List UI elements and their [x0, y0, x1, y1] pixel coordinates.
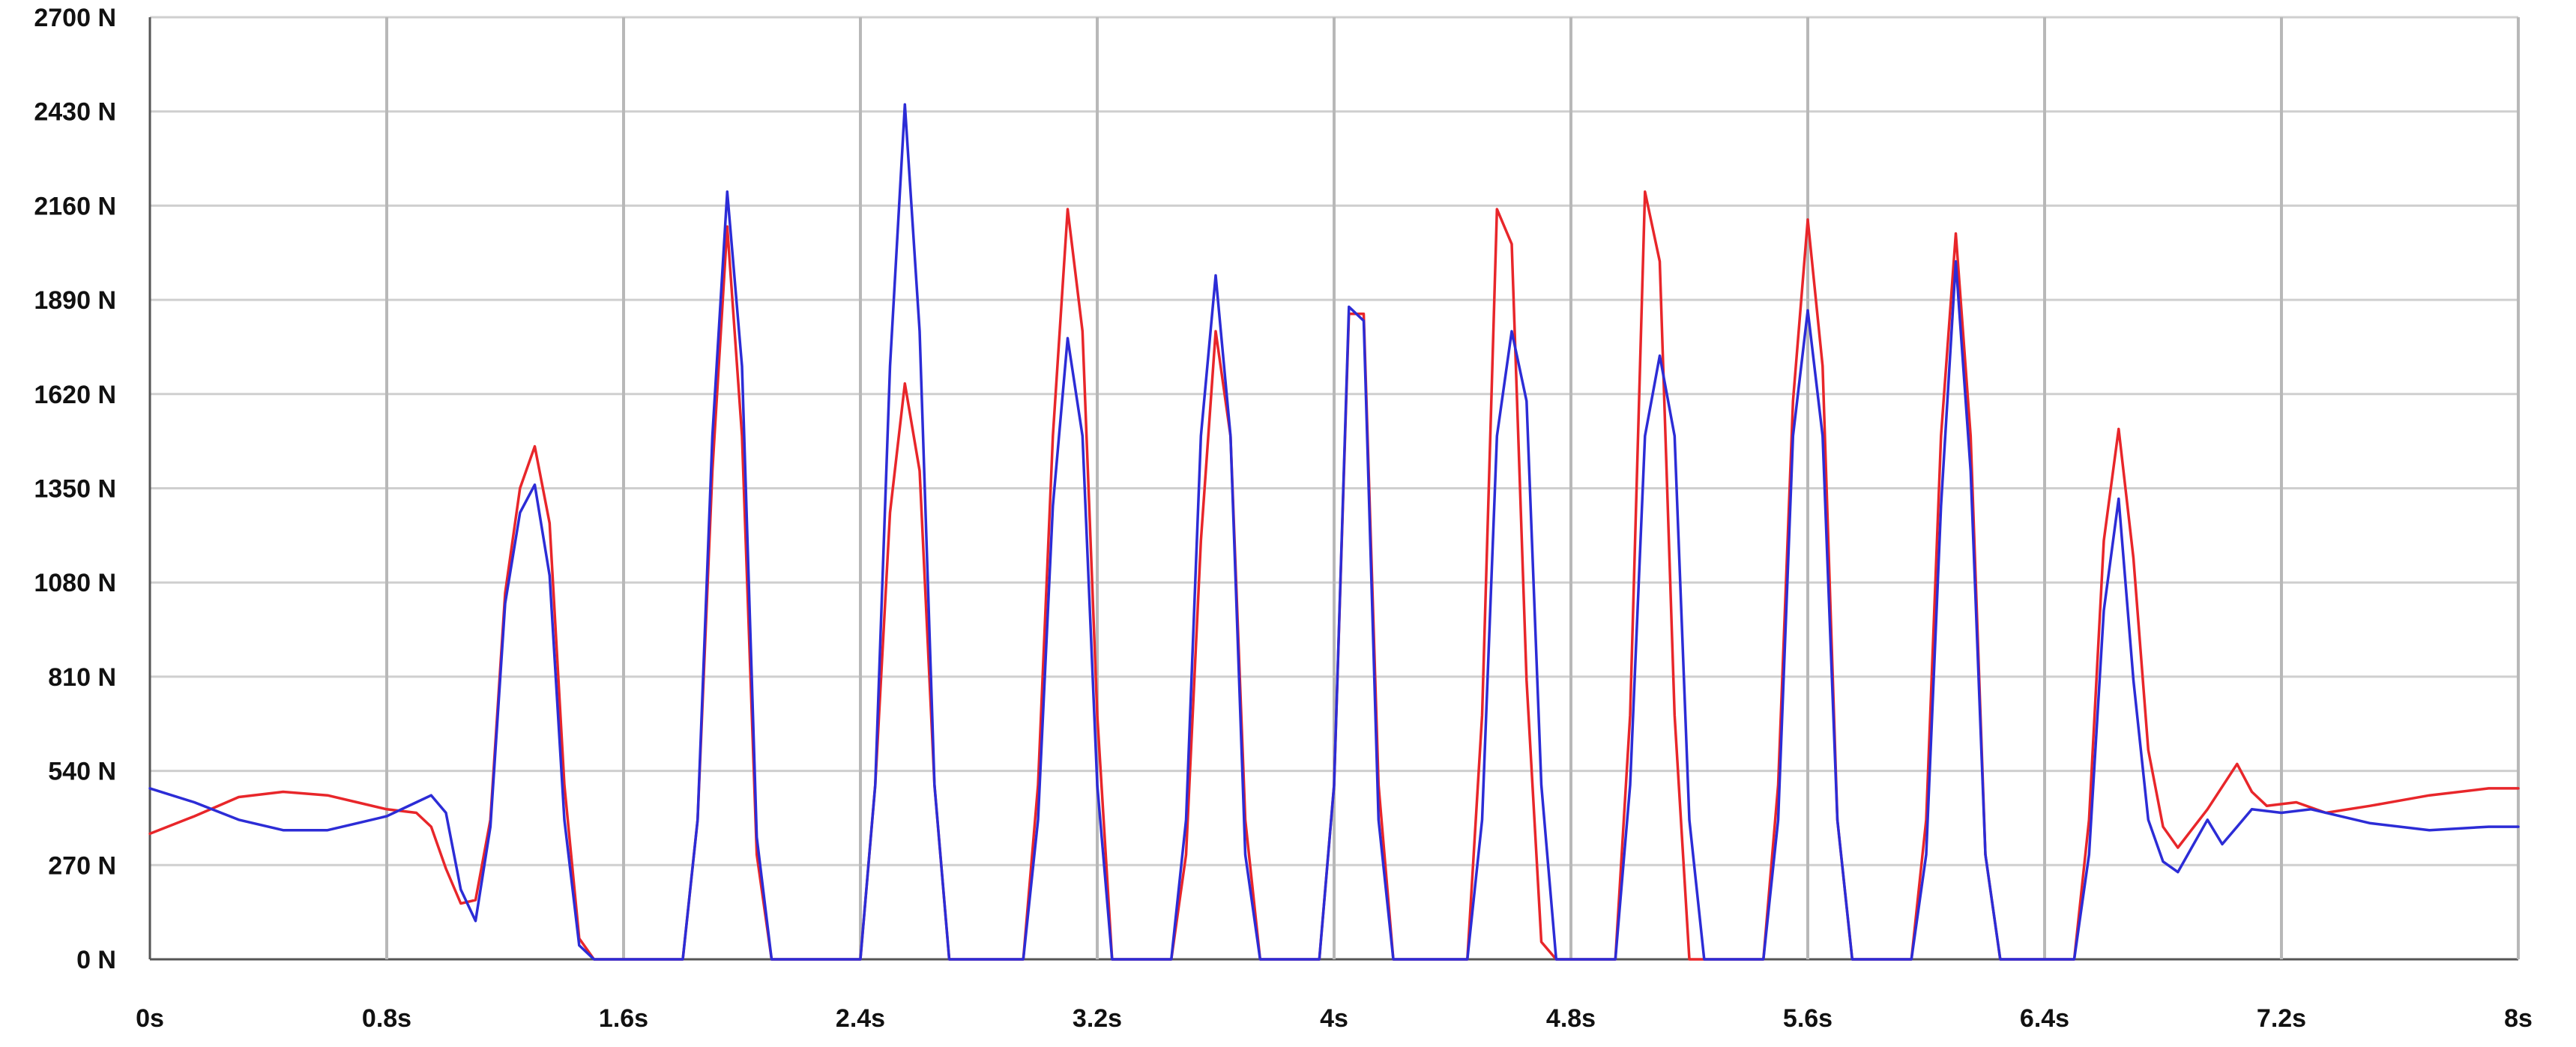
x-tick-label: 4s: [1320, 1004, 1348, 1033]
y-tick-label: 270 N: [48, 851, 116, 880]
x-tick-label: 7.2s: [2257, 1004, 2306, 1033]
grid-layer: [148, 16, 2520, 961]
x-tick-label: 8s: [2504, 1004, 2533, 1033]
x-axis-ticks: 0s 0.8s 1.6s 2.4s 3.2s 4s 4.8s 5.6s 6.4s 7.2s 8s: [136, 1004, 2533, 1033]
x-tick-label: 3.2s: [1073, 1004, 1122, 1033]
y-tick-label: 2160 N: [34, 192, 116, 220]
x-tick-label: 5.6s: [1783, 1004, 1833, 1033]
y-tick-label: 1890 N: [34, 286, 116, 315]
y-tick-label: 1080 N: [34, 569, 116, 597]
y-tick-label: 1620 N: [34, 381, 116, 409]
x-tick-label: 1.6s: [599, 1004, 648, 1033]
x-tick-label: 0s: [136, 1004, 164, 1033]
series-layer: [148, 103, 2520, 961]
x-tick-label: 0.8s: [362, 1004, 411, 1033]
y-axis-ticks: 0 N 270 N 540 N 810 N 1080 N 1350 N 1620 N 1890…: [34, 4, 116, 974]
x-tick-label: 4.8s: [1546, 1004, 1596, 1033]
x-tick-label: 6.4s: [2020, 1004, 2069, 1033]
x-tick-label: 2.4s: [836, 1004, 885, 1033]
y-tick-label: 0 N: [76, 946, 116, 974]
y-tick-label: 810 N: [48, 663, 116, 692]
y-tick-label: 2430 N: [34, 98, 116, 127]
y-tick-label: 540 N: [48, 758, 116, 786]
series-line-blue: [148, 103, 2520, 961]
y-tick-label: 2700 N: [34, 4, 116, 32]
y-tick-label: 1350 N: [34, 475, 116, 504]
